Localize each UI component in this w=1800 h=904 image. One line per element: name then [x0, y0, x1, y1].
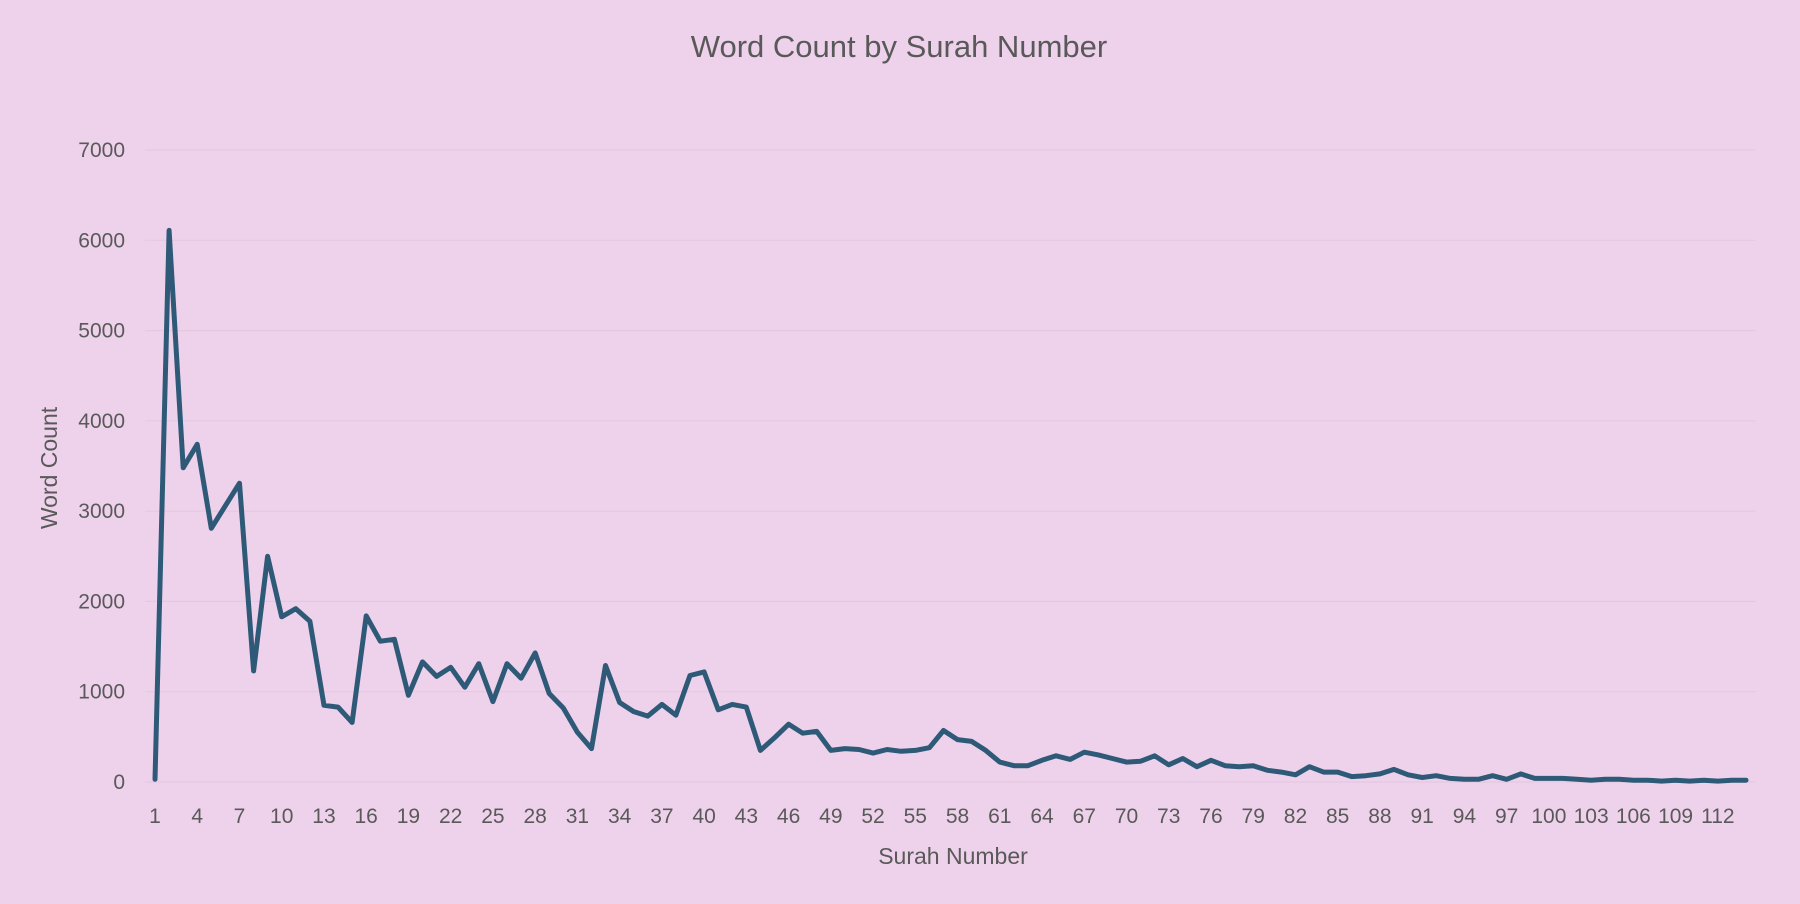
x-tick-label: 88 — [1368, 805, 1391, 828]
x-tick-label: 46 — [777, 805, 800, 828]
x-tick-label: 19 — [397, 805, 420, 828]
x-tick-label: 97 — [1495, 805, 1518, 828]
x-tick-label: 28 — [523, 805, 546, 828]
x-tick-label: 1 — [149, 805, 161, 828]
x-tick-label: 4 — [191, 805, 203, 828]
x-tick-label: 49 — [819, 805, 842, 828]
x-tick-label: 64 — [1030, 805, 1054, 828]
x-tick-label: 94 — [1453, 805, 1477, 828]
y-axis-title: Word Count — [36, 406, 62, 529]
y-tick-label: 6000 — [78, 229, 125, 252]
y-tick-label: 0 — [113, 771, 125, 794]
x-tick-label: 70 — [1115, 805, 1138, 828]
x-tick-label: 16 — [355, 805, 378, 828]
x-tick-label: 82 — [1284, 805, 1307, 828]
x-tick-label: 43 — [735, 805, 758, 828]
x-tick-label: 109 — [1658, 805, 1693, 828]
x-tick-label: 40 — [692, 805, 715, 828]
x-tick-label: 91 — [1410, 805, 1433, 828]
x-axis-title: Surah Number — [878, 843, 1028, 869]
x-tick-label: 7 — [234, 805, 246, 828]
series-line — [152, 227, 1749, 784]
x-tick-label: 37 — [650, 805, 673, 828]
y-tick-label: 7000 — [78, 139, 125, 162]
x-tick-label: 73 — [1157, 805, 1180, 828]
x-tick-label: 85 — [1326, 805, 1349, 828]
y-axis-ticks: 0 1000 2000 3000 4000 5000 6000 7000 — [78, 139, 125, 794]
x-tick-label: 106 — [1616, 805, 1651, 828]
series-layer — [152, 227, 1749, 784]
y-tick-label: 4000 — [78, 410, 125, 433]
x-tick-label: 61 — [988, 805, 1011, 828]
x-tick-label: 112 — [1701, 805, 1734, 828]
x-tick-label: 22 — [439, 805, 462, 828]
x-tick-label: 79 — [1242, 805, 1265, 828]
x-tick-label: 103 — [1574, 805, 1609, 828]
y-tick-label: 1000 — [78, 681, 125, 704]
x-tick-label: 67 — [1073, 805, 1096, 828]
x-tick-label: 76 — [1199, 805, 1222, 828]
x-tick-label: 55 — [904, 805, 927, 828]
x-tick-label: 13 — [312, 805, 335, 828]
x-tick-label: 25 — [481, 805, 504, 828]
x-tick-label: 52 — [861, 805, 884, 828]
chart-title: Word Count by Surah Number — [691, 29, 1107, 64]
x-tick-label: 58 — [946, 805, 969, 828]
x-tick-label: 31 — [566, 805, 589, 828]
x-tick-label: 100 — [1531, 805, 1566, 828]
gridlines — [145, 149, 1756, 783]
x-axis-ticks: 1 4 7 10 13 16 19 22 25 28 31 34 37 40 43 46 49 52 55 58 61 6… — [149, 805, 1734, 828]
x-tick-label: 34 — [608, 805, 632, 828]
y-tick-label: 5000 — [78, 320, 125, 343]
y-tick-label: 2000 — [78, 590, 125, 613]
y-tick-label: 3000 — [78, 500, 125, 523]
x-tick-label: 10 — [270, 805, 293, 828]
